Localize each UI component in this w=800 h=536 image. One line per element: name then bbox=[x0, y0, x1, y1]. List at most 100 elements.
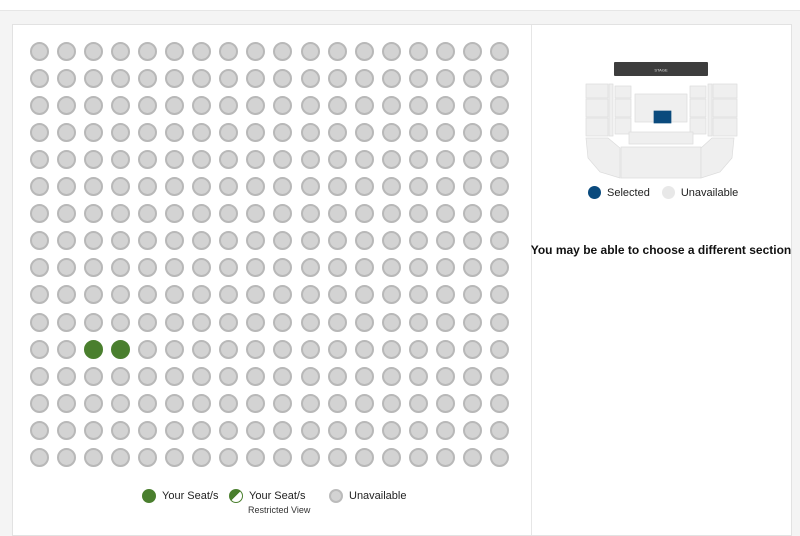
seat-unavailable[interactable] bbox=[30, 150, 49, 170]
seat-unavailable[interactable] bbox=[327, 447, 347, 467]
seat-unavailable[interactable] bbox=[489, 150, 509, 170]
seat-unavailable[interactable] bbox=[57, 258, 77, 278]
seat-unavailable[interactable] bbox=[489, 339, 509, 359]
seat-unavailable[interactable] bbox=[165, 285, 185, 305]
seat-unavailable[interactable] bbox=[273, 42, 293, 61]
seat-unavailable[interactable] bbox=[84, 393, 104, 413]
seat-unavailable[interactable] bbox=[273, 285, 293, 305]
seat-unavailable[interactable] bbox=[354, 42, 374, 61]
seat-unavailable[interactable] bbox=[138, 177, 158, 197]
seat-unavailable[interactable] bbox=[489, 231, 509, 251]
seat-unavailable[interactable] bbox=[219, 393, 239, 413]
seat-unavailable[interactable] bbox=[165, 150, 185, 170]
seat-unavailable[interactable] bbox=[246, 123, 266, 143]
seat-unavailable[interactable] bbox=[435, 339, 455, 359]
seat-unavailable[interactable] bbox=[462, 312, 482, 332]
seat-unavailable[interactable] bbox=[165, 447, 185, 467]
seat-unavailable[interactable] bbox=[273, 312, 293, 332]
seat-unavailable[interactable] bbox=[192, 96, 212, 116]
seat-unavailable[interactable] bbox=[165, 393, 185, 413]
seat-unavailable[interactable] bbox=[408, 204, 428, 224]
seat-unavailable[interactable] bbox=[408, 447, 428, 467]
seat-unavailable[interactable] bbox=[246, 393, 266, 413]
seat-unavailable[interactable] bbox=[219, 150, 239, 170]
seat-unavailable[interactable] bbox=[300, 312, 320, 332]
seat-unavailable[interactable] bbox=[462, 204, 482, 224]
seat-unavailable[interactable] bbox=[246, 204, 266, 224]
seat-unavailable[interactable] bbox=[408, 312, 428, 332]
seat-unavailable[interactable] bbox=[111, 285, 131, 305]
seat-unavailable[interactable] bbox=[219, 258, 239, 278]
seat-unavailable[interactable] bbox=[57, 447, 77, 467]
seat-unavailable[interactable] bbox=[327, 69, 347, 89]
seat-unavailable[interactable] bbox=[192, 177, 212, 197]
seat-unavailable[interactable] bbox=[381, 420, 401, 440]
seat-unavailable[interactable] bbox=[354, 312, 374, 332]
seat-unavailable[interactable] bbox=[111, 42, 131, 61]
seat-unavailable[interactable] bbox=[219, 204, 239, 224]
seat-unavailable[interactable] bbox=[381, 285, 401, 305]
seat-unavailable[interactable] bbox=[408, 339, 428, 359]
seat-unavailable[interactable] bbox=[327, 231, 347, 251]
seat-unavailable[interactable] bbox=[30, 42, 49, 61]
seat-unavailable[interactable] bbox=[462, 258, 482, 278]
seat-unavailable[interactable] bbox=[300, 366, 320, 386]
seat-unavailable[interactable] bbox=[435, 177, 455, 197]
seat-unavailable[interactable] bbox=[219, 366, 239, 386]
seat-unavailable[interactable] bbox=[462, 231, 482, 251]
seat-unavailable[interactable] bbox=[327, 204, 347, 224]
seat-unavailable[interactable] bbox=[462, 69, 482, 89]
seat-unavailable[interactable] bbox=[327, 42, 347, 61]
seat-unavailable[interactable] bbox=[354, 366, 374, 386]
seat-unavailable[interactable] bbox=[138, 96, 158, 116]
seat-unavailable[interactable] bbox=[462, 150, 482, 170]
seat-unavailable[interactable] bbox=[354, 96, 374, 116]
seat-unavailable[interactable] bbox=[489, 123, 509, 143]
seat-unavailable[interactable] bbox=[192, 231, 212, 251]
seat-unavailable[interactable] bbox=[138, 447, 158, 467]
seat-unavailable[interactable] bbox=[219, 42, 239, 61]
seat-unavailable[interactable] bbox=[327, 366, 347, 386]
seat-unavailable[interactable] bbox=[273, 393, 293, 413]
seat-unavailable[interactable] bbox=[489, 393, 509, 413]
seat-unavailable[interactable] bbox=[111, 69, 131, 89]
seat-unavailable[interactable] bbox=[381, 96, 401, 116]
seat-unavailable[interactable] bbox=[111, 258, 131, 278]
seat-unavailable[interactable] bbox=[111, 447, 131, 467]
seat-unavailable[interactable] bbox=[408, 258, 428, 278]
seat-unavailable[interactable] bbox=[165, 204, 185, 224]
seat-unavailable[interactable] bbox=[246, 312, 266, 332]
seat-unavailable[interactable] bbox=[111, 123, 131, 143]
seat-unavailable[interactable] bbox=[30, 339, 49, 359]
seat-unavailable[interactable] bbox=[192, 393, 212, 413]
seat-unavailable[interactable] bbox=[165, 339, 185, 359]
seat-unavailable[interactable] bbox=[138, 420, 158, 440]
seat-unavailable[interactable] bbox=[381, 258, 401, 278]
seat-unavailable[interactable] bbox=[327, 285, 347, 305]
seat-unavailable[interactable] bbox=[30, 204, 49, 224]
seat-unavailable[interactable] bbox=[381, 204, 401, 224]
seat-unavailable[interactable] bbox=[408, 285, 428, 305]
seat-unavailable[interactable] bbox=[408, 231, 428, 251]
seat-unavailable[interactable] bbox=[30, 231, 49, 251]
seat-unavailable[interactable] bbox=[192, 420, 212, 440]
seat-unavailable[interactable] bbox=[273, 123, 293, 143]
seat-unavailable[interactable] bbox=[192, 69, 212, 89]
seat-unavailable[interactable] bbox=[246, 339, 266, 359]
seat-unavailable[interactable] bbox=[462, 393, 482, 413]
seat-unavailable[interactable] bbox=[300, 42, 320, 61]
seat-unavailable[interactable] bbox=[138, 204, 158, 224]
seat-unavailable[interactable] bbox=[111, 150, 131, 170]
seat-unavailable[interactable] bbox=[489, 177, 509, 197]
seat-unavailable[interactable] bbox=[489, 96, 509, 116]
seat-unavailable[interactable] bbox=[354, 231, 374, 251]
seat-unavailable[interactable] bbox=[57, 69, 77, 89]
seat-unavailable[interactable] bbox=[219, 231, 239, 251]
seat-unavailable[interactable] bbox=[408, 177, 428, 197]
seat-unavailable[interactable] bbox=[138, 339, 158, 359]
seat-unavailable[interactable] bbox=[435, 231, 455, 251]
seat-unavailable[interactable] bbox=[84, 123, 104, 143]
seat-unavailable[interactable] bbox=[57, 393, 77, 413]
seat-unavailable[interactable] bbox=[462, 42, 482, 61]
seat-unavailable[interactable] bbox=[165, 231, 185, 251]
